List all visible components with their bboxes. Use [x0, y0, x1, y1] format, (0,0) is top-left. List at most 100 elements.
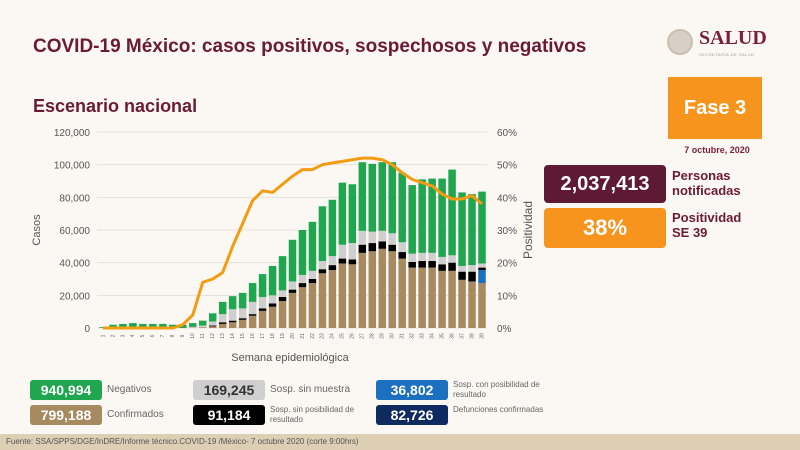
bar-sosp-sin-posibilidad-de-resultado-week-33	[418, 261, 426, 268]
bar-confirmados-week-22	[308, 283, 317, 328]
x-tick-label: 38	[469, 333, 475, 339]
fase-badge: Fase 3	[668, 77, 762, 139]
logo-text: SALUD	[699, 27, 767, 49]
bar-sosp-sin-posibilidad-de-resultado-week-25	[338, 258, 347, 264]
legend-label-2: Confirmados	[107, 409, 164, 420]
bar-confirmados-week-25	[338, 263, 347, 328]
bar-negativos-week-19	[278, 256, 287, 291]
bar-sosp-sin-posibilidad-de-resultado-week-20	[288, 289, 297, 293]
bar-negativos-week-8	[169, 324, 177, 328]
x-tick-label: 15	[240, 333, 246, 339]
positividad-value: 38%	[544, 208, 666, 248]
legend-label-3: Sosp. sin muestra	[270, 384, 351, 395]
bar-negativos-week-31	[398, 172, 406, 243]
bar-sosp-sin-muestra-week-14	[228, 309, 237, 321]
bar-negativos-week-21	[298, 230, 307, 275]
bar-confirmados-week-21	[298, 287, 307, 328]
y-tick-label: 20,000	[59, 291, 90, 302]
bar-negativos-week-13	[218, 301, 227, 315]
legend-label-5: Sosp. con posibilidad de resultado	[453, 380, 540, 399]
bar-negativos-week-5	[139, 323, 147, 328]
x-tick-label: 24	[330, 333, 336, 339]
y-tick-label: 0	[84, 324, 90, 335]
x-axis-label: Semana epidemiológica	[231, 352, 349, 364]
x-tick-label: 3	[120, 334, 126, 337]
bar-sosp-sin-muestra-week-11	[198, 325, 207, 328]
bar-negativos-week-30	[388, 162, 396, 234]
x-tick-label: 26	[350, 333, 356, 339]
bar-confirmados-week-18	[268, 306, 277, 328]
bar-confirmados-week-13	[218, 323, 227, 328]
report-date: 7 octubre, 2020	[684, 145, 750, 155]
bar-sosp-sin-muestra-week-38	[468, 265, 476, 272]
x-tick-label: 9	[180, 334, 186, 337]
legend-value-6: 82,726	[376, 405, 448, 425]
x-tick-label: 33	[419, 333, 425, 339]
x-tick-label: 14	[230, 333, 236, 339]
bar-sosp-sin-muestra-week-32	[408, 253, 416, 262]
bar-confirmados-week-27	[358, 252, 367, 328]
bar-negativos-week-32	[408, 185, 416, 254]
bar-sosp-sin-posibilidad-de-resultado-week-37	[458, 271, 466, 280]
bar-negativos-week-15	[238, 292, 247, 309]
salud-logo: SALUD SECRETARÍA DE SALUD	[667, 26, 767, 58]
x-tick-label: 2	[110, 334, 116, 337]
x-tick-label: 19	[280, 333, 286, 339]
notificadas-label-line2: notificadas	[672, 183, 741, 198]
y2-tick-label: 50%	[497, 161, 517, 172]
bar-negativos-week-23	[318, 206, 327, 262]
bar-negativos-week-34	[428, 178, 436, 253]
bar-confirmados-week-37	[458, 279, 466, 328]
x-tick-label: 7	[160, 334, 166, 337]
bar-sosp-sin-posibilidad-de-resultado-week-16	[248, 314, 257, 316]
x-tick-label: 17	[260, 333, 266, 339]
legend-value-1: 940,994	[30, 380, 102, 400]
y2-tick-label: 10%	[497, 291, 517, 302]
bar-sosp-sin-posibilidad-de-resultado-week-12	[208, 325, 217, 327]
bar-sosp-sin-posibilidad-de-resultado-week-24	[328, 265, 337, 271]
x-tick-label: 36	[449, 333, 455, 339]
x-tick-label: 11	[200, 333, 206, 338]
bar-negativos-week-10	[189, 323, 197, 327]
bar-negativos-week-9	[179, 324, 187, 328]
y2-tick-label: 60%	[497, 128, 517, 139]
bar-negativos-week-18	[268, 265, 277, 296]
bar-sosp-sin-posibilidad-de-resultado-week-29	[378, 241, 387, 249]
y2-tick-label: 20%	[497, 259, 517, 270]
bar-sosp-sin-muestra-week-21	[298, 274, 307, 284]
x-tick-label: 1	[100, 334, 106, 337]
bar-sosp-sin-muestra-week-18	[268, 295, 277, 304]
x-tick-label: 39	[479, 333, 485, 339]
notificadas-value: 2,037,413	[544, 165, 666, 203]
bar-sosp-sin-muestra-week-10	[189, 326, 197, 328]
x-tick-label: 22	[310, 333, 316, 339]
y-tick-label: 80,000	[59, 193, 90, 204]
bar-negativos-week-4	[129, 323, 137, 328]
bar-sosp-sin-posibilidad-de-resultado-week-27	[358, 244, 367, 253]
bar-confirmados-week-12	[208, 326, 217, 328]
bar-negativos-week-38	[468, 194, 476, 266]
bar-sosp-sin-posibilidad-de-resultado-week-21	[298, 283, 307, 288]
seal-icon	[667, 29, 693, 55]
bar-sosp-sin-posibilidad-de-resultado-week-31	[398, 252, 406, 259]
cases-chart: 0 0% 20,000 10% 40,000 20% 60,000 30% 80,000 40% 1…	[31, 128, 535, 364]
bar-sosp-sin-posibilidad-de-resultado-week-15	[238, 318, 247, 320]
bar-confirmados-week-24	[328, 270, 337, 328]
x-tick-label: 18	[270, 333, 276, 339]
x-tick-label: 25	[340, 333, 346, 339]
bar-confirmados-week-29	[378, 248, 387, 328]
x-tick-label: 20	[290, 333, 296, 339]
bar-negativos-week-14	[228, 296, 237, 310]
notificadas-label-line1: Personas	[672, 168, 731, 183]
bar-negativos-week-17	[258, 274, 267, 297]
legend-label-6: Defunciones confirmadas	[453, 405, 544, 414]
bar-sosp-sin-muestra-week-37	[458, 265, 466, 272]
bar-confirmados-week-31	[398, 258, 406, 328]
x-tick-label: 21	[300, 333, 306, 339]
legend-label-4: Sosp. sin posibilidad de resultado	[270, 405, 355, 424]
bar-sosp-sin-posibilidad-de-resultado-week-26	[348, 259, 357, 265]
bar-sosp-sin-posibilidad-de-resultado-week-34	[428, 261, 436, 268]
bar-sosp-sin-muestra-week-22	[308, 270, 317, 279]
bar-confirmados-week-17	[258, 310, 267, 328]
bar-confirmados-week-20	[288, 292, 297, 328]
